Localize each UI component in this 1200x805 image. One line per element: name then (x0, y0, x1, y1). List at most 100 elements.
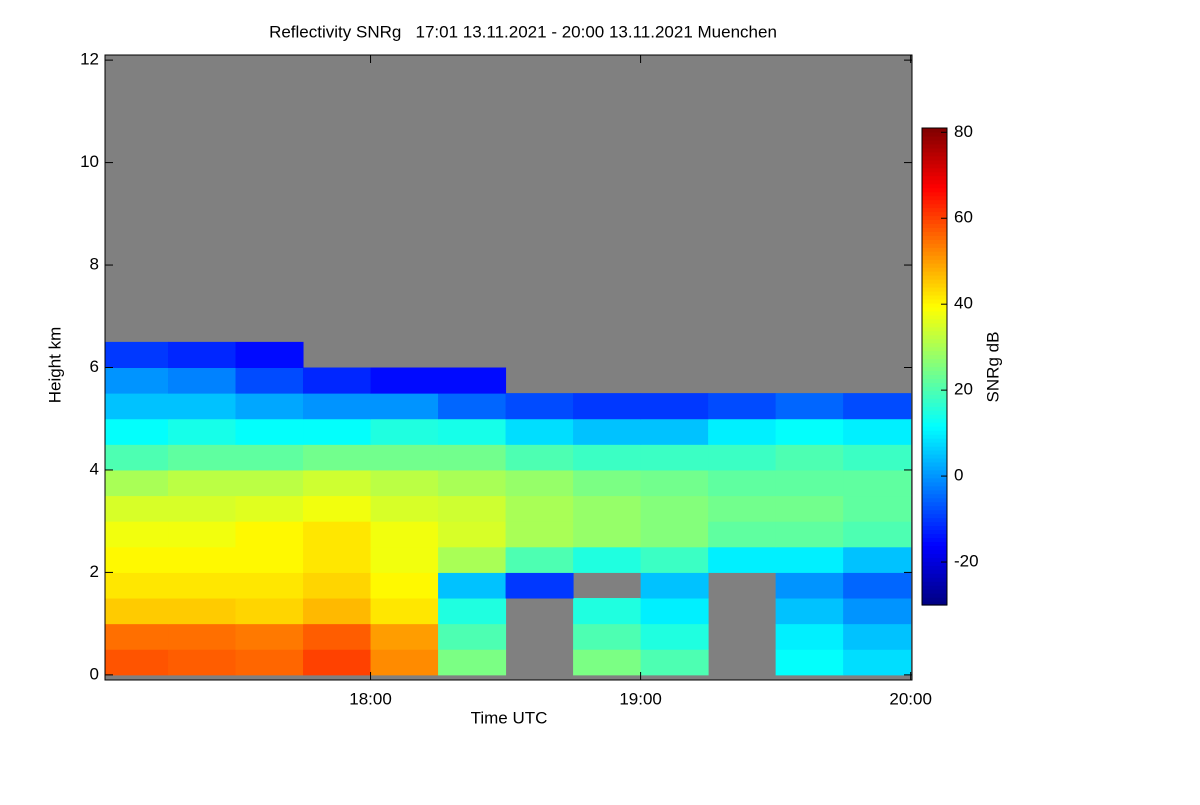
colorbar-segment (922, 457, 947, 463)
heatmap-cell (640, 495, 709, 522)
heatmap-cell (775, 469, 844, 497)
heatmap-cell (843, 623, 912, 650)
heatmap-cell (235, 341, 304, 368)
colorbar-frame (921, 127, 948, 606)
heatmap-cell (370, 572, 439, 599)
heatmap-cell (505, 469, 574, 497)
heatmap-cell (843, 418, 912, 445)
colorbar-segment (922, 549, 947, 554)
colorbar-segment (922, 163, 947, 169)
heatmap-cell (370, 469, 439, 497)
heatmap-cell (235, 469, 304, 497)
colorbar-segment (922, 386, 947, 391)
colorbar-tick-label: -20 (954, 552, 979, 571)
colorbar-segment (922, 430, 947, 435)
heatmap-cell (843, 546, 912, 573)
heatmap-cell (640, 521, 709, 548)
heatmap-cell (573, 623, 642, 650)
heatmap-cell (105, 623, 169, 650)
colorbar-segment (922, 553, 947, 558)
heatmap-cell (168, 393, 237, 420)
colorbar-segment (922, 302, 947, 308)
heatmap-cell (105, 649, 169, 676)
colorbar-segment (922, 322, 947, 328)
heatmap-cell (370, 393, 439, 420)
colorbar-segment (922, 561, 947, 566)
colorbar-segment (922, 394, 947, 399)
colorbar-segment (922, 509, 947, 515)
colorbar-segment (922, 306, 947, 312)
heatmap-cell (505, 418, 574, 445)
colorbar-segment (922, 211, 947, 217)
heatmap-cell (775, 649, 844, 676)
heatmap-cell (303, 469, 372, 497)
colorbar-segment (922, 545, 947, 550)
colorbar-segment (922, 493, 947, 499)
heatmap-cell (105, 469, 169, 497)
colorbar-label: SNRg dB (983, 332, 1002, 403)
colorbar-segment (922, 521, 947, 527)
heatmap-cell (708, 418, 777, 445)
heatmap-cell (438, 393, 507, 420)
heatmap-cell (775, 495, 844, 522)
colorbar-segment (922, 453, 947, 459)
heatmap-cell (303, 367, 372, 394)
colorbar-segment (922, 314, 947, 320)
colorbar-segment (922, 271, 947, 276)
colorbar-segment (922, 330, 947, 336)
heatmap-cell (640, 649, 709, 676)
heatmap-cell (640, 418, 709, 445)
heatmap-cell (235, 418, 304, 445)
heatmap-cell (235, 495, 304, 522)
heatmap-cell (573, 393, 642, 420)
heatmap-cell (168, 469, 237, 497)
heatmap-cell (235, 367, 304, 394)
colorbar-segment (922, 135, 947, 141)
heatmap-cell (235, 649, 304, 676)
colorbar-segment (922, 446, 947, 451)
colorbar-segment (922, 147, 947, 153)
heatmap-cell (105, 546, 169, 573)
heatmap-cell (235, 521, 304, 548)
heatmap-cell (168, 444, 237, 471)
heatmap-cell (775, 546, 844, 573)
colorbar-tick-label: 20 (954, 380, 973, 399)
heatmap-cell (168, 367, 237, 394)
colorbar-segment (922, 215, 947, 221)
colorbar-segment (922, 581, 947, 586)
colorbar-segment (922, 279, 947, 284)
colorbar-segment (922, 263, 947, 268)
colorbar-segment (922, 461, 947, 467)
heatmap-cell (168, 572, 237, 599)
heatmap-cell (775, 572, 844, 599)
colorbar-segment (922, 354, 947, 360)
heatmap-cell (105, 495, 169, 522)
colorbar-segment (922, 525, 947, 531)
colorbar-segment (922, 247, 947, 252)
colorbar-segment (922, 374, 947, 380)
colorbar-tick-label: 0 (954, 466, 963, 485)
colorbar-segment (922, 159, 947, 165)
colorbar-segment (922, 223, 947, 228)
heatmap-cell (370, 444, 439, 471)
heatmap-cell (370, 623, 439, 650)
heatmap-cell (438, 598, 507, 625)
colorbar-segment (922, 418, 947, 423)
heatmap-cell (843, 469, 912, 497)
heatmap-cell (370, 598, 439, 625)
heatmap-cell (438, 521, 507, 548)
heatmap-cell (105, 393, 169, 420)
colorbar-segment (922, 533, 947, 539)
heatmap-cell (303, 649, 372, 676)
colorbar-segment (922, 175, 947, 181)
heatmap-cell (775, 598, 844, 625)
colorbar-segment (922, 342, 947, 348)
y-tick-label: 6 (90, 357, 99, 376)
heatmap-cell (843, 598, 912, 625)
colorbar-segment (922, 501, 947, 507)
colorbar-segment (922, 275, 947, 280)
heatmap-cell (438, 444, 507, 471)
heatmap-cell (303, 444, 372, 471)
colorbar-segment (922, 195, 947, 201)
heatmap-cell (370, 521, 439, 548)
